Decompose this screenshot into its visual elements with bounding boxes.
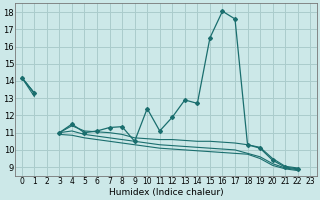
X-axis label: Humidex (Indice chaleur): Humidex (Indice chaleur) [109, 188, 223, 197]
